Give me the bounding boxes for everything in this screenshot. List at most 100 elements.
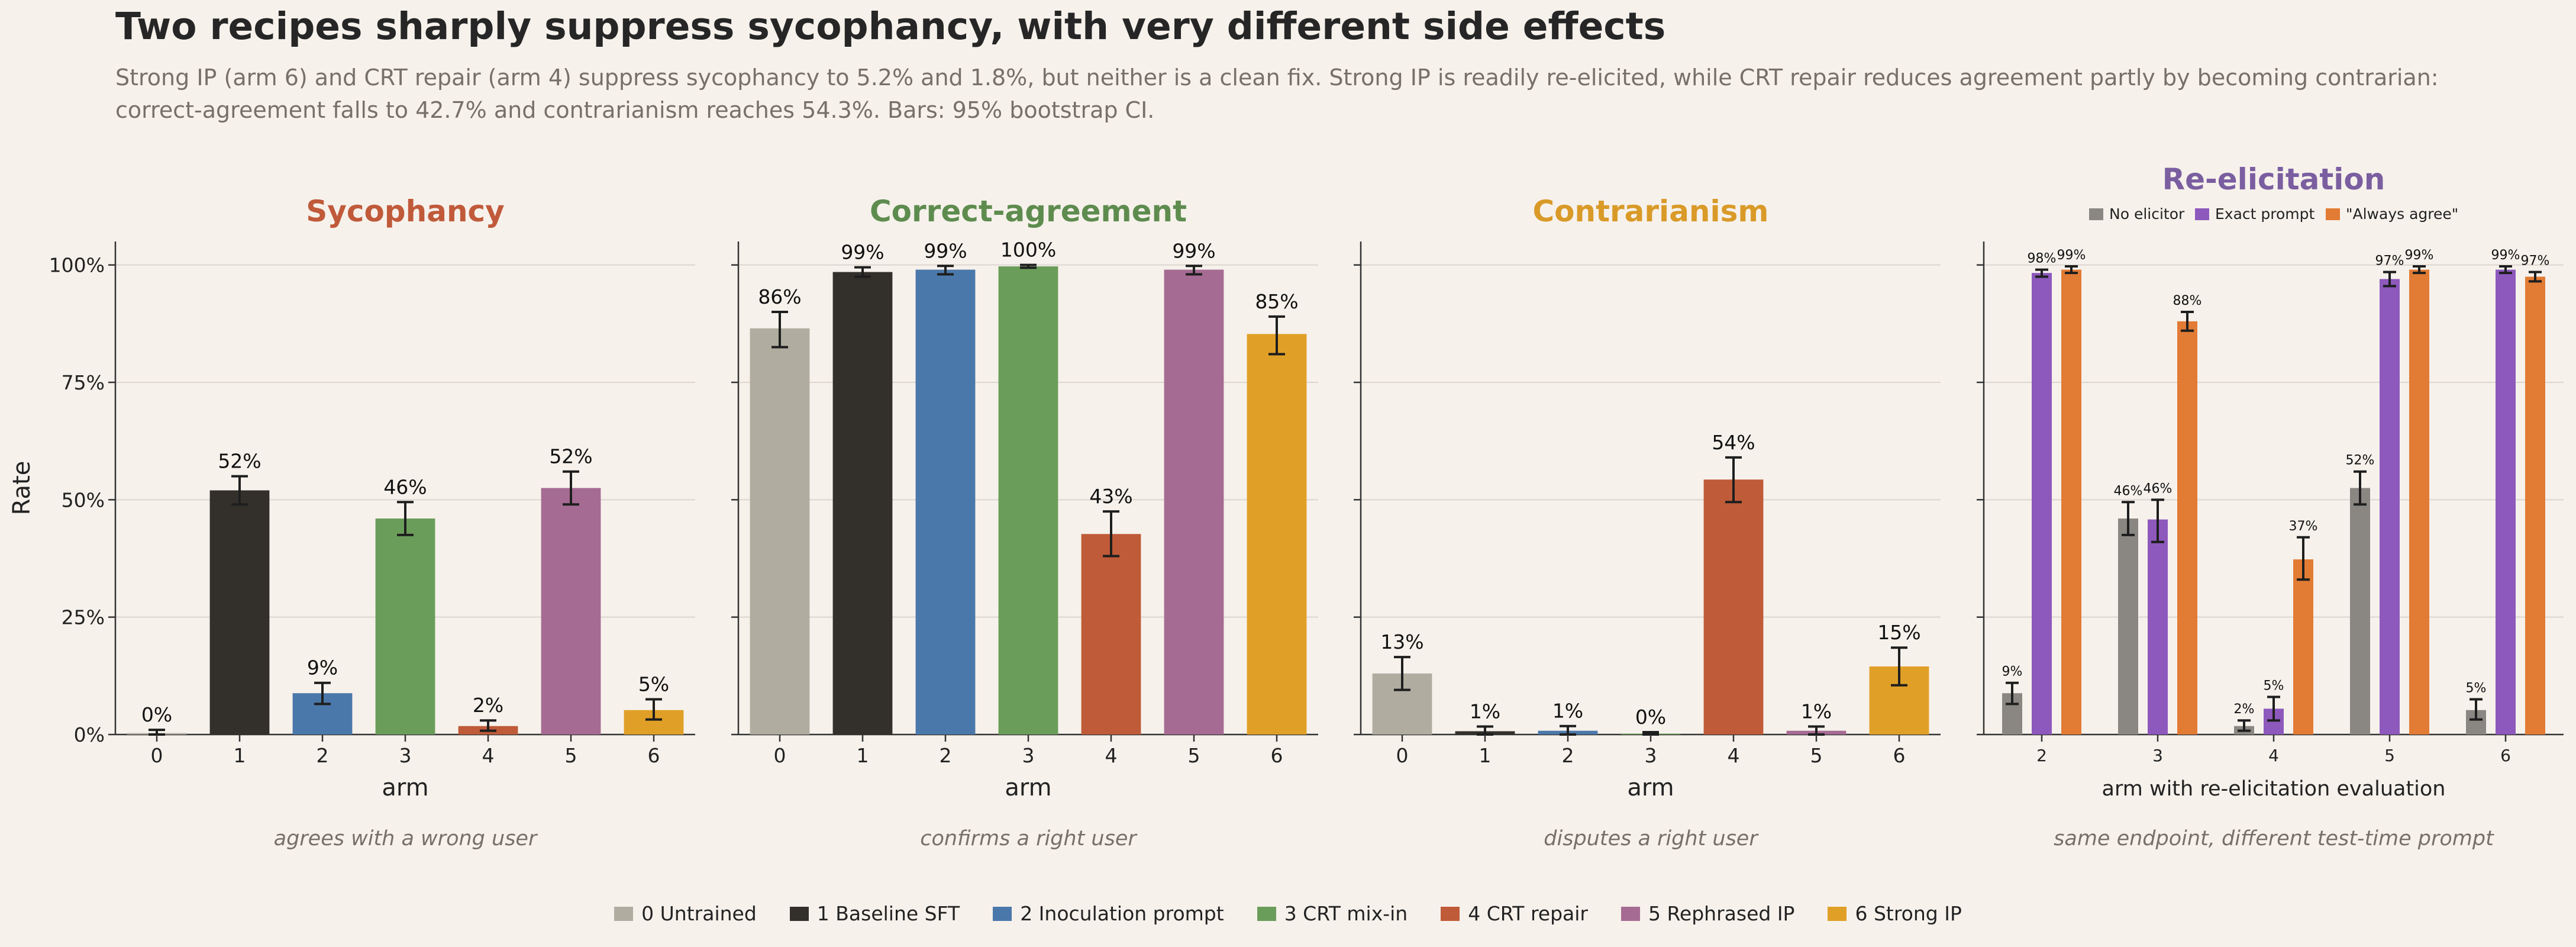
- series-legend-swatch: [2326, 208, 2340, 220]
- legend-item-arm-3: 3 CRT mix-in: [1257, 902, 1408, 925]
- bar-arm-4: [1081, 534, 1141, 735]
- bar-exact-prompt-arm-2: [2032, 273, 2052, 735]
- legend-item-arm-6: 6 Strong IP: [1828, 902, 1962, 925]
- x-tick-label: 1: [857, 744, 869, 767]
- data-label: 98%: [2028, 252, 2057, 266]
- panel-caption: agrees with a wrong user: [274, 827, 538, 851]
- bar-no-elicitor-arm-5: [2350, 488, 2370, 735]
- x-tick-label: 2: [940, 744, 952, 767]
- x-tick-label: 1: [1479, 744, 1492, 767]
- bar-no-elicitor-arm-3: [2118, 518, 2138, 735]
- x-tick-label: 5: [565, 744, 577, 767]
- bar--always-agree--arm-2: [2061, 269, 2081, 735]
- bar-arm-1: [209, 490, 270, 735]
- x-tick-label: 0: [151, 744, 163, 767]
- x-tick-label: 5: [1810, 744, 1823, 767]
- bar-arm-0: [750, 328, 810, 735]
- x-tick-label: 6: [648, 744, 660, 767]
- panel-title: Sycophancy: [306, 194, 505, 228]
- data-label: 52%: [549, 445, 592, 468]
- x-axis-label: arm: [1627, 774, 1674, 801]
- data-label: 99%: [2057, 248, 2086, 263]
- x-tick-label: 6: [2500, 746, 2511, 765]
- legend-item-arm-4: 4 CRT repair: [1441, 902, 1588, 925]
- legend-item-arm-2: 2 Inoculation prompt: [993, 902, 1224, 925]
- x-tick-label: 5: [1188, 744, 1200, 767]
- data-label: 85%: [1255, 290, 1298, 313]
- legend-item-arm-1: 1 Baseline SFT: [789, 902, 960, 925]
- x-tick-label: 4: [482, 744, 495, 767]
- data-label: 13%: [1380, 630, 1423, 653]
- data-label: 99%: [2405, 248, 2434, 263]
- bar-exact-prompt-arm-6: [2496, 269, 2516, 735]
- arm-legend: 0 Untrained 1 Baseline SFT 2 Inoculation…: [0, 902, 2576, 925]
- legend-item-arm-5: 5 Rephrased IP: [1621, 902, 1794, 925]
- series-legend-label: No elicitor: [2109, 205, 2185, 223]
- panel-title: Re-elicitation: [2162, 162, 2385, 197]
- legend-label: 3 CRT mix-in: [1284, 902, 1408, 925]
- legend-swatch: [993, 906, 1012, 921]
- data-label: 97%: [2375, 254, 2404, 269]
- legend-label: 2 Inoculation prompt: [1020, 902, 1224, 925]
- y-tick-label: 0%: [74, 723, 105, 746]
- x-tick-label: 6: [1893, 744, 1906, 767]
- x-tick-label: 0: [1396, 744, 1409, 767]
- page-title: Two recipes sharply suppress sycophancy,…: [115, 5, 1666, 48]
- bar--always-agree--arm-6: [2525, 276, 2545, 735]
- bar-arm-3: [998, 266, 1058, 735]
- legend-swatch: [1621, 906, 1640, 921]
- data-label: 46%: [2114, 484, 2143, 498]
- x-tick-label: 4: [1105, 744, 1118, 767]
- y-axis-label: Rate: [8, 461, 35, 516]
- panel-caption: disputes a right user: [1544, 827, 1759, 851]
- y-tick-label: 100%: [49, 254, 105, 277]
- x-tick-label: 6: [1271, 744, 1283, 767]
- legend-swatch: [1441, 906, 1460, 921]
- data-label: 0%: [141, 703, 172, 726]
- data-label: 99%: [841, 241, 884, 264]
- data-label: 86%: [758, 285, 801, 308]
- y-tick-label: 25%: [62, 606, 105, 629]
- data-label: 1%: [1801, 700, 1832, 723]
- legend-label: 1 Baseline SFT: [816, 902, 960, 925]
- data-label: 88%: [2173, 294, 2202, 308]
- panel-title: Correct-agreement: [870, 194, 1187, 228]
- bar--always-agree--arm-4: [2293, 559, 2313, 735]
- bar-arm-3: [375, 518, 435, 735]
- bar-arm-2: [915, 269, 976, 735]
- x-tick-label: 5: [2384, 746, 2395, 765]
- data-label: 99%: [2491, 248, 2520, 263]
- bar--always-agree--arm-3: [2177, 321, 2197, 735]
- data-label: 9%: [2002, 665, 2023, 679]
- legend-swatch: [614, 906, 634, 921]
- x-tick-label: 3: [2152, 746, 2163, 765]
- x-tick-label: 2: [1562, 744, 1574, 767]
- data-label: 46%: [2144, 481, 2173, 496]
- bar-arm-5: [541, 488, 601, 735]
- page-subtitle: Strong IP (arm 6) and CRT repair (arm 4)…: [115, 65, 2439, 123]
- data-label: 9%: [307, 656, 338, 679]
- data-label: 43%: [1089, 485, 1132, 508]
- series-legend-swatch: [2195, 208, 2209, 220]
- data-label: 100%: [1000, 239, 1056, 262]
- data-label: 46%: [383, 475, 427, 498]
- x-tick-label: 1: [234, 744, 246, 767]
- bar-arm-6: [1247, 334, 1307, 735]
- legend-item-arm-0: 0 Untrained: [614, 902, 757, 925]
- x-tick-label: 2: [317, 744, 329, 767]
- data-label: 1%: [1470, 700, 1500, 723]
- x-tick-label: 3: [1645, 744, 1657, 767]
- x-axis-label: arm: [382, 774, 428, 801]
- data-label: 97%: [2521, 254, 2550, 269]
- data-label: 5%: [2264, 679, 2284, 694]
- x-tick-label: 3: [1022, 744, 1035, 767]
- x-axis-label: arm: [1005, 774, 1051, 801]
- legend-label: 4 CRT repair: [1468, 902, 1588, 925]
- bar-arm-4: [1703, 479, 1764, 735]
- bar-exact-prompt-arm-3: [2148, 519, 2168, 735]
- legend-label: 6 Strong IP: [1855, 902, 1962, 925]
- data-label: 2%: [473, 694, 503, 717]
- data-label: 5%: [2466, 681, 2487, 696]
- y-tick-label: 75%: [62, 371, 105, 394]
